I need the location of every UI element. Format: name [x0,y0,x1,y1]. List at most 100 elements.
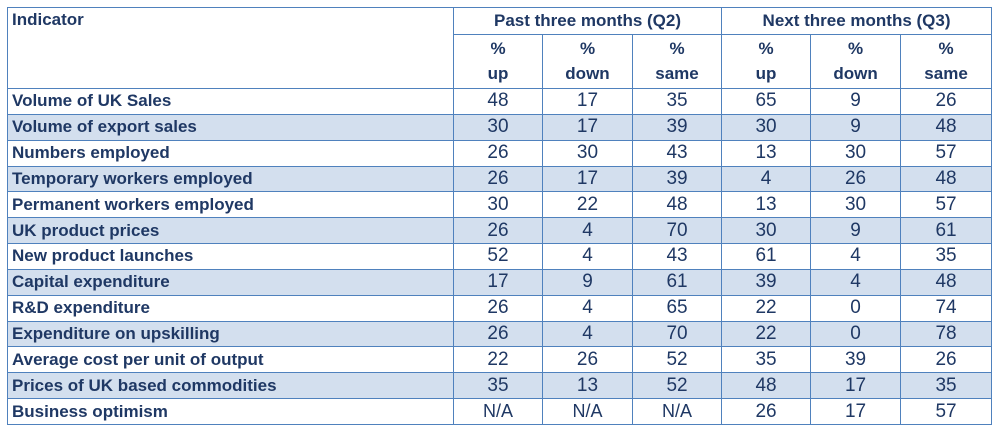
value-cell: 52 [453,243,543,270]
table-row: Expenditure on upskilling 26 4 70 22 0 78 [7,320,993,348]
column-header-label: up [755,64,777,83]
value-cell: 43 [631,243,723,270]
value-cell: 74 [900,294,993,322]
value-cell: 65 [631,294,723,322]
value-cell: 39 [721,268,812,296]
indicator-label: New product launches [7,243,454,270]
value-cell: 39 [631,165,723,193]
value-cell: 26 [721,398,812,425]
value-cell: 26 [810,165,902,193]
percent-symbol: % [758,39,774,58]
percent-symbol: % [847,39,864,58]
table-row: Numbers employed 26 30 43 13 30 57 [7,139,993,167]
column-header-label: same [924,64,968,83]
value-cell: 13 [721,191,812,219]
value-cell: 26 [900,88,993,115]
column-header-label: down [833,64,878,83]
value-cell: 78 [900,320,993,348]
value-cell: 30 [453,191,543,219]
past-three-months-header: Past three months (Q2) [452,7,723,35]
indicator-label: Numbers employed [7,139,454,167]
value-cell: 26 [900,346,993,374]
indicator-label: Average cost per unit of output [7,346,454,374]
value-cell: N/A [631,398,723,425]
column-header-label: same [655,64,699,83]
indicator-label: Temporary workers employed [7,165,454,193]
value-cell: 4 [542,294,633,322]
value-cell: 30 [810,139,902,167]
value-cell: 0 [810,320,902,348]
value-cell: 4 [542,217,633,245]
value-cell: 13 [721,139,812,167]
value-cell: 35 [721,346,812,374]
value-cell: 26 [453,139,543,167]
indicator-header: Indicator [7,7,454,89]
value-cell: 30 [453,113,543,141]
table-row: Prices of UK based commodities 35 13 52 48 17… [7,372,993,400]
value-cell: 22 [453,346,543,374]
value-cell: 48 [900,268,993,296]
value-cell: 26 [453,217,543,245]
column-header-past-up: % up [453,34,543,89]
column-header-next-up: % up [721,34,812,89]
value-cell: 61 [900,217,993,245]
value-cell: 61 [721,243,812,270]
value-cell: 35 [900,243,993,270]
indicator-label: Expenditure on upskilling [7,320,454,348]
next-three-months-header: Next three months (Q3) [721,7,993,35]
table-row: R&D expenditure 26 4 65 22 0 74 [7,294,993,322]
value-cell: N/A [453,398,543,425]
value-cell: 48 [453,88,543,115]
value-cell: 30 [810,191,902,219]
indicator-label: Permanent workers employed [7,191,454,219]
value-cell: 52 [631,372,723,400]
value-cell: 35 [631,88,723,115]
value-cell: 4 [542,320,633,348]
value-cell: 65 [721,88,812,115]
value-cell: 4 [542,243,633,270]
value-cell: 17 [542,165,633,193]
value-cell: 39 [810,346,902,374]
indicator-label: UK product prices [7,217,454,245]
column-header-past-same: % same [631,34,723,89]
percent-symbol: % [490,39,506,58]
indicator-label: R&D expenditure [7,294,454,322]
table-row: Permanent workers employed 30 22 48 13 30 57 [7,191,993,219]
column-header-past-down: % down [542,34,633,89]
value-cell: 26 [453,320,543,348]
indicator-label: Volume of export sales [7,113,454,141]
value-cell: 30 [542,139,633,167]
table-row: Average cost per unit of output 22 26 52 35 3… [7,346,993,374]
value-cell: N/A [542,398,633,425]
value-cell: 43 [631,139,723,167]
sub-header-row: % up% down% same% up% down% same [8,34,993,89]
value-cell: 22 [721,294,812,322]
value-cell: 35 [900,372,993,400]
column-header-label: up [487,64,509,83]
value-cell: 17 [810,398,902,425]
value-cell: 17 [453,268,543,296]
value-cell: 9 [810,217,902,245]
table-row: New product launches 52 4 43 61 4 35 [7,243,993,270]
value-cell: 30 [721,217,812,245]
value-cell: 39 [631,113,723,141]
table-row: Temporary workers employed 26 17 39 4 26 48 [7,165,993,193]
percent-symbol: % [669,39,685,58]
value-cell: 57 [900,139,993,167]
column-header-next-same: % same [900,34,993,89]
value-cell: 48 [721,372,812,400]
value-cell: 70 [631,217,723,245]
value-cell: 57 [900,398,993,425]
percent-symbol: % [579,39,596,58]
value-cell: 17 [542,113,633,141]
value-cell: 26 [453,165,543,193]
value-cell: 70 [631,320,723,348]
value-cell: 57 [900,191,993,219]
value-cell: 48 [900,165,993,193]
table-row: UK product prices 26 4 70 30 9 61 [7,217,993,245]
value-cell: 61 [631,268,723,296]
indicator-label: Business optimism [7,398,454,425]
value-cell: 13 [542,372,633,400]
value-cell: 9 [542,268,633,296]
table-row: Capital expenditure 17 9 61 39 4 48 [7,268,993,296]
